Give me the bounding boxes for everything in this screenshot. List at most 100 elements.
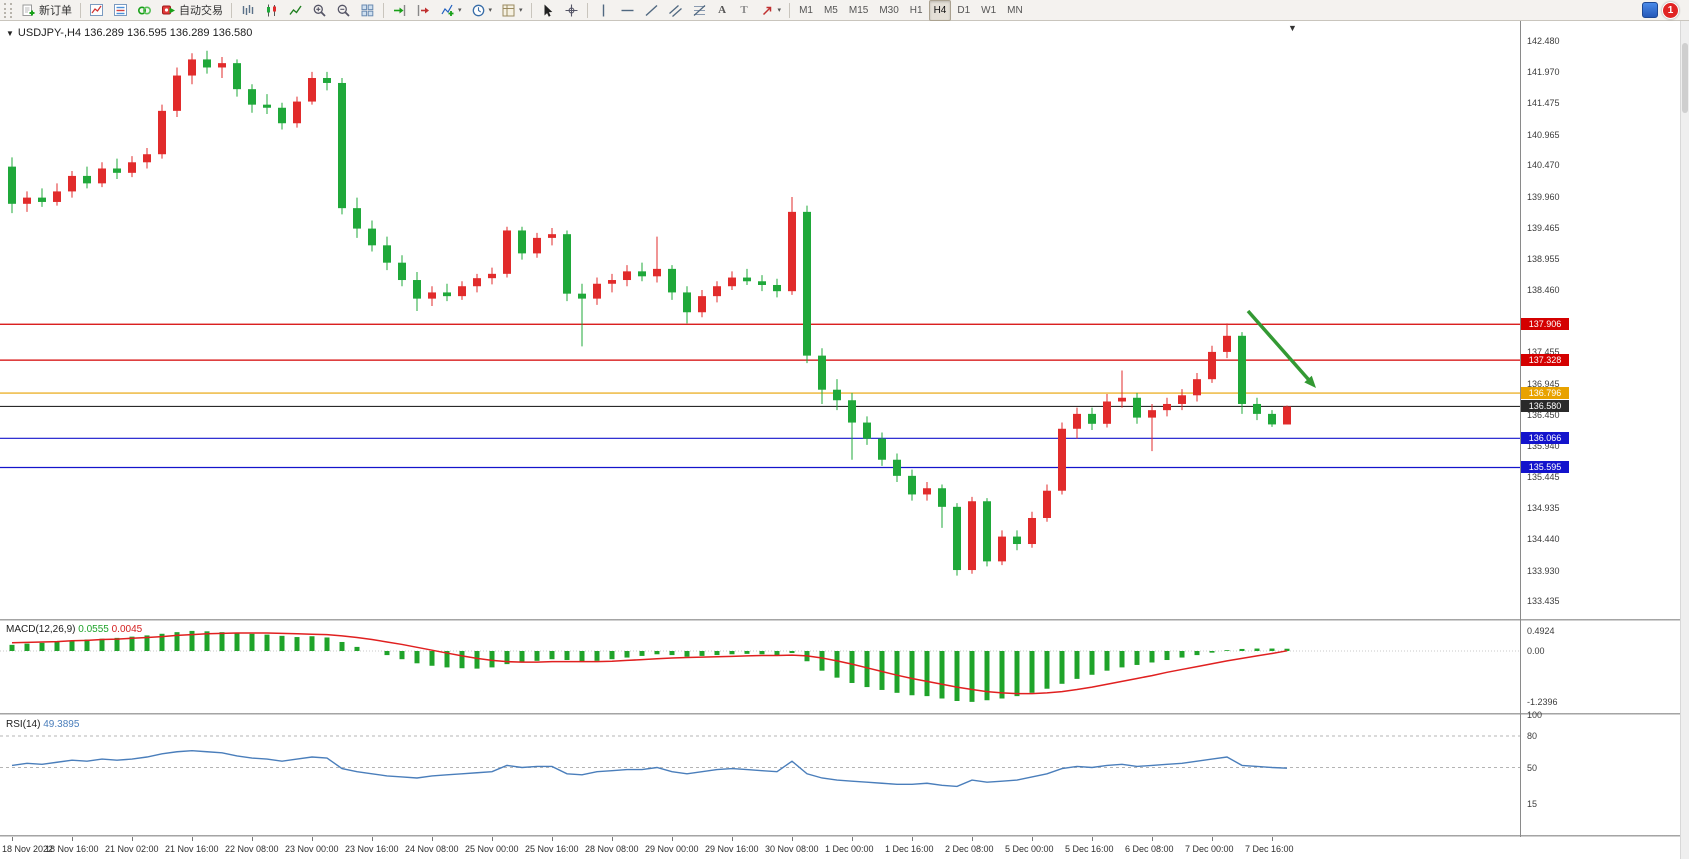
app-badge-icon[interactable] (1642, 2, 1658, 18)
zoom-out-button[interactable] (332, 0, 355, 21)
chart-shift-marker-icon[interactable]: ▼ (1288, 23, 1297, 33)
navigator-button[interactable] (133, 0, 156, 21)
templates-icon (502, 4, 515, 16)
time-tick (492, 837, 493, 841)
line-chart-mode-button[interactable] (284, 0, 307, 21)
templates-button[interactable]: ▾ (497, 0, 527, 21)
autotrading-icon (162, 5, 175, 14)
panel-separator[interactable] (0, 713, 1681, 715)
channel-tool-button[interactable] (664, 0, 687, 21)
rsi-axis-label: 15 (1527, 799, 1538, 810)
rsi-axis-label: 80 (1527, 731, 1538, 741)
indicators-button[interactable]: ▾ (436, 0, 466, 21)
time-label: 23 Nov 00:00 (285, 844, 339, 854)
new-order-button[interactable]: 新订单 (17, 0, 76, 21)
time-axis[interactable]: 18 Nov 2022 18 Nov 16:00 21 Nov 02:00 21 No… (0, 837, 1681, 859)
time-label: 22 Nov 08:00 (225, 844, 279, 854)
price-axis-label: 141.970 (1527, 67, 1560, 78)
price-tag: 137.906 (1521, 318, 1569, 331)
chart-title-text: USDJPY-,H4 136.289 136.595 136.289 136.5… (17, 27, 253, 39)
price-tag: 136.066 (1521, 432, 1569, 445)
toolbar-grip[interactable] (4, 2, 12, 18)
label-tool-icon: T (740, 4, 748, 16)
time-label: 5 Dec 16:00 (1065, 844, 1114, 854)
market-watch-icon (114, 3, 127, 16)
timeframe-m1-button[interactable]: M1 (799, 4, 813, 16)
horizontal-line-tool-button[interactable] (616, 0, 639, 21)
auto-scroll-button[interactable] (388, 0, 411, 21)
price-axis-border (1520, 21, 1521, 837)
price-axis-label: 137.455 (1527, 347, 1560, 358)
autotrading-label: 自动交易 (179, 5, 223, 17)
timeframe-m15-button[interactable]: M15 (848, 4, 869, 16)
tile-windows-button[interactable] (356, 0, 379, 21)
navigator-icon (137, 6, 152, 15)
macd-axis-label: -1.2396 (1527, 696, 1558, 707)
macd-panel[interactable] (0, 621, 1520, 713)
vertical-scrollbar[interactable] (1680, 21, 1689, 859)
zoom-in-button[interactable] (308, 0, 331, 21)
chart-title: ▼ USDJPY-,H4 136.289 136.595 136.289 136… (6, 27, 252, 39)
time-tick (1272, 837, 1273, 841)
market-watch-button[interactable] (109, 0, 132, 21)
price-axis-label: 134.440 (1527, 534, 1560, 545)
trendline-icon (645, 4, 658, 16)
timeframe-d1-button[interactable]: D1 (957, 4, 971, 16)
text-tool-button[interactable]: A (712, 0, 733, 21)
notification-badge[interactable]: 1 (1662, 1, 1679, 19)
chart-shift-button[interactable] (412, 0, 435, 21)
candlestick-mode-button[interactable] (260, 0, 283, 21)
panel-separator (0, 835, 1681, 837)
toolbar-right-group: 1 (1642, 1, 1687, 19)
time-tick (612, 837, 613, 841)
toolbar-separator (80, 2, 81, 18)
rsi-panel[interactable] (0, 715, 1520, 835)
timeframe-h4-button[interactable]: H4 (928, 0, 952, 21)
price-axis-label: 142.480 (1527, 35, 1560, 46)
trendline-tool-button[interactable] (640, 0, 663, 21)
symbol-dropdown-icon[interactable]: ▼ (6, 28, 14, 38)
chart-shift-icon (417, 4, 429, 16)
rsi-label: RSI(14) 49.3895 (6, 719, 79, 730)
time-tick (732, 837, 733, 841)
time-tick (852, 837, 853, 841)
time-tick (1032, 837, 1033, 841)
price-axis-label: 136.450 (1527, 409, 1560, 420)
macd-name: MACD(12,26,9) (6, 624, 76, 635)
zoom-out-icon (337, 4, 350, 17)
cursor-tool-button[interactable] (536, 0, 559, 21)
vertical-line-tool-button[interactable] (592, 0, 615, 21)
timeframe-m5-button[interactable]: M5 (823, 4, 838, 16)
time-tick (12, 837, 13, 841)
time-label: 21 Nov 02:00 (105, 844, 159, 854)
panel-separator[interactable] (0, 619, 1681, 621)
time-tick (432, 837, 433, 841)
crosshair-tool-button[interactable] (560, 0, 583, 21)
fibonacci-tool-button[interactable] (688, 0, 711, 21)
timeframe-mn-button[interactable]: MN (1007, 4, 1023, 16)
macd-signal-value: 0.0045 (111, 624, 143, 635)
time-tick (252, 837, 253, 841)
timeframe-m30-button[interactable]: M30 (879, 4, 899, 16)
chart-window-button[interactable] (85, 0, 108, 21)
bar-chart-icon (242, 4, 254, 15)
bar-chart-mode-button[interactable] (236, 0, 259, 21)
periods-clock-icon (472, 4, 484, 16)
arrows-tool-button[interactable]: ▾ (756, 0, 786, 21)
timeframe-w1-button[interactable]: W1 (981, 4, 997, 16)
time-label: 25 Nov 16:00 (525, 844, 579, 854)
autotrading-button[interactable]: 自动交易 (157, 0, 227, 21)
fibonacci-icon (693, 4, 705, 16)
periods-button[interactable]: ▾ (467, 0, 497, 21)
scrollbar-thumb[interactable] (1682, 43, 1688, 113)
label-tool-button[interactable]: T (734, 0, 755, 21)
timeframe-h1-button[interactable]: H1 (909, 4, 923, 16)
time-label: 28 Nov 08:00 (585, 844, 639, 854)
time-tick (552, 837, 553, 841)
main-price-chart[interactable] (0, 21, 1520, 619)
price-axis[interactable]: 142.480 141.970 141.475 140.965 140.470 139.9… (1520, 21, 1590, 837)
rsi-axis-label: 50 (1527, 762, 1538, 773)
trend-arrow-annotation[interactable] (1246, 309, 1316, 388)
new-order-icon (22, 4, 35, 16)
